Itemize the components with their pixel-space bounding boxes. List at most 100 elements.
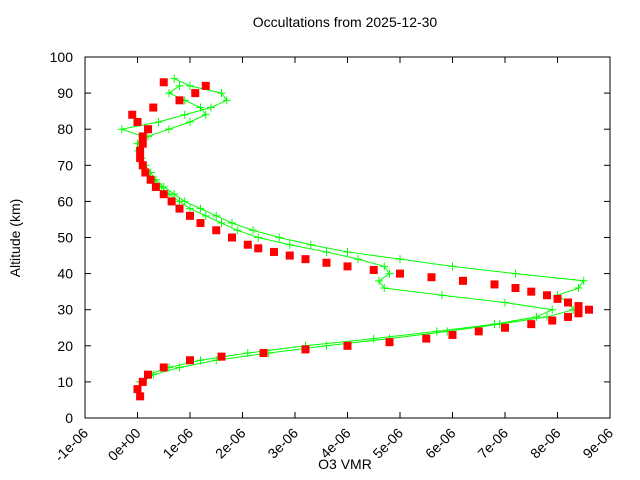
square-marker [301,345,310,354]
y-tick-label: 10 [57,374,73,390]
square-marker [301,255,310,264]
plus-marker [354,255,362,264]
plus-marker [233,226,242,235]
square-marker [369,265,378,274]
plus-marker [207,103,215,112]
square-marker [138,377,147,386]
plus-marker [175,81,184,90]
plus-marker [375,276,383,285]
plus-marker [574,284,583,293]
square-marker [138,161,147,170]
plus-marker [438,291,446,300]
plus-marker [285,240,294,249]
y-tick-label: 20 [57,338,73,354]
plus-marker [579,276,588,285]
plus-marker [243,349,252,358]
square-marker [564,298,572,307]
plus-marker [501,298,509,307]
profile-line [138,85,554,383]
x-tick-label: 6e-06 [422,425,459,462]
x-tick-label: 2e-06 [212,425,249,462]
profile-line [119,78,585,383]
y-tick-label: 70 [57,157,73,173]
plus-marker [448,262,457,271]
plus-marker [228,219,236,228]
y-tick-label: 60 [57,193,73,209]
square-marker [201,81,210,90]
square-marker [196,219,205,228]
y-tick-label: 80 [57,121,73,137]
plus-marker [117,125,126,134]
square-marker [343,262,352,271]
y-tick-label: 0 [65,410,73,426]
square-marker [396,269,404,278]
square-marker [548,316,557,325]
plus-marker [217,89,226,98]
square-marker [585,305,593,314]
square-marker [212,226,221,235]
square-marker [186,356,194,365]
x-tick-label: 8e-06 [527,425,564,462]
square-marker [136,392,145,401]
square-marker [474,327,483,336]
square-marker [159,78,168,87]
plus-marker [165,125,173,134]
plus-marker [532,312,541,321]
y-tick-label: 40 [57,266,73,282]
square-marker [138,139,147,148]
plus-marker [175,197,184,206]
square-marker [543,291,551,300]
square-marker [146,175,155,184]
square-marker [553,294,562,303]
plus-marker [322,247,331,256]
y-axis-label: Altitude (km) [7,199,23,278]
plus-marker [222,96,231,105]
y-tick-label: 30 [57,302,73,318]
square-marker [490,280,499,289]
square-marker [141,168,150,177]
square-marker [527,287,536,296]
plus-marker [186,117,194,126]
square-marker [149,103,158,112]
plus-marker [380,262,389,271]
x-tick-label: 5e-06 [369,425,406,462]
chart-title: Occultations from 2025-12-30 [253,14,438,30]
square-marker [527,320,536,329]
y-tick-label: 100 [50,49,74,65]
square-marker [128,110,137,119]
plus-marker [254,233,263,242]
plus-marker [369,334,378,343]
y-tick-label: 50 [57,230,73,246]
plus-marker [385,269,394,278]
square-marker [186,211,194,220]
plus-marker [306,240,315,249]
square-marker [259,349,268,358]
plus-marker [180,110,189,119]
x-tick-label: 3e-06 [264,425,301,462]
plus-marker [275,233,284,242]
square-marker [136,154,145,163]
square-marker [228,233,236,242]
square-marker [322,258,331,267]
square-marker [343,341,352,350]
x-tick-label: 9e-06 [579,425,616,462]
plus-marker [154,117,163,126]
plus-marker [196,103,205,112]
square-marker [138,132,147,141]
square-marker [564,312,572,321]
square-marker [133,385,142,394]
x-tick-label: 0e+00 [104,425,143,464]
square-marker [175,204,184,213]
plus-marker [170,74,179,83]
square-marker [136,146,145,155]
square-marker [574,302,583,311]
plus-marker [196,204,205,213]
plus-marker [186,204,194,213]
square-marker [254,244,263,253]
square-marker [151,182,160,191]
x-tick-label: 1e-06 [159,425,196,462]
square-marker [243,240,252,249]
x-tick-label: 7e-06 [474,425,511,462]
square-marker [167,197,176,206]
